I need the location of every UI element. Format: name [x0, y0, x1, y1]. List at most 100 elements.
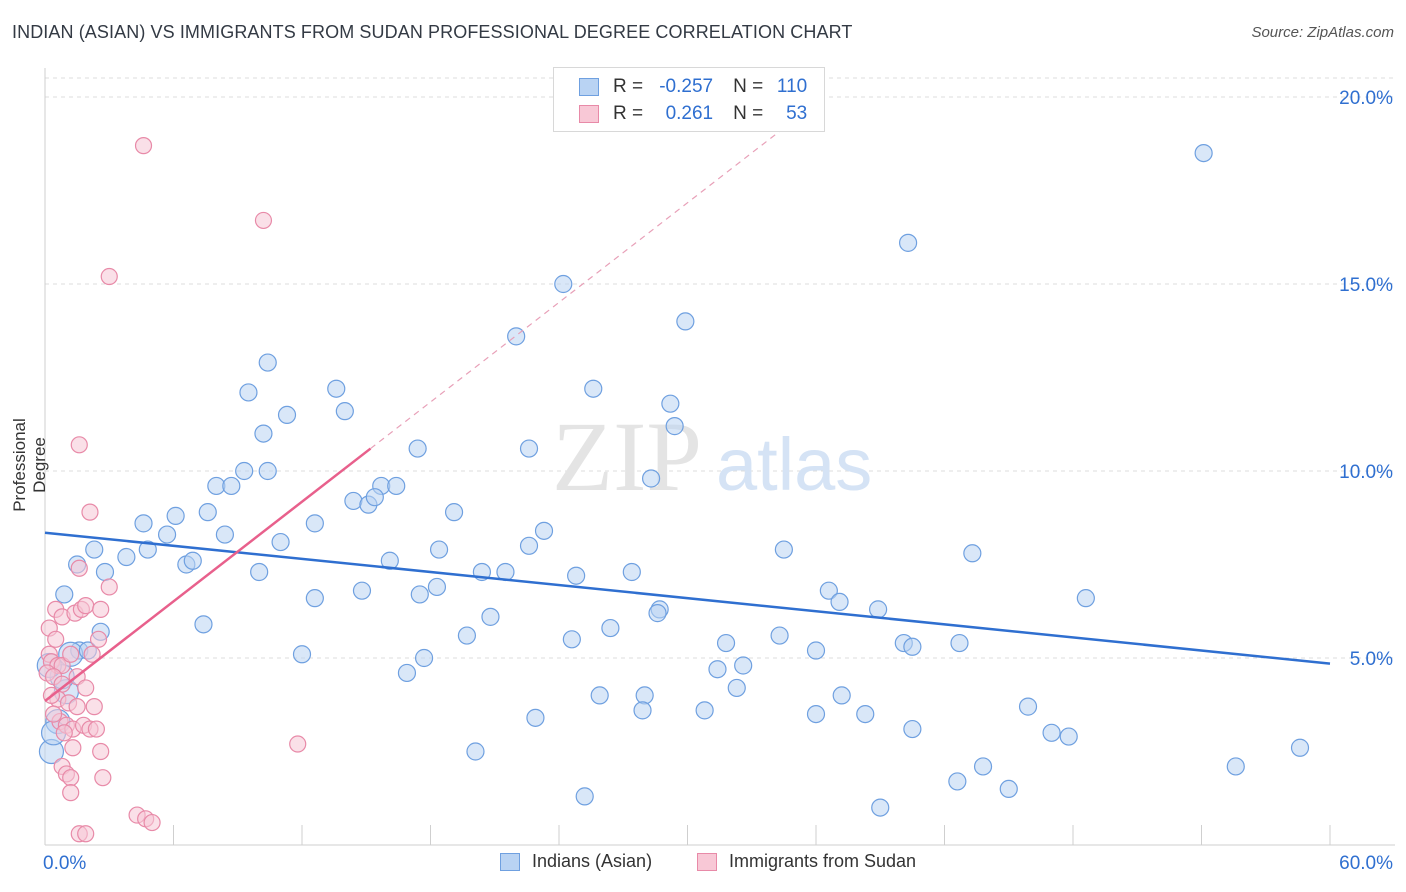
data-point	[665, 417, 684, 436]
data-point	[222, 476, 241, 496]
data-point	[676, 312, 695, 331]
data-point	[963, 544, 982, 563]
trend-line-pink	[44, 447, 372, 702]
data-point	[562, 630, 581, 649]
data-point	[83, 645, 101, 663]
y-axis-label: Professional Degree	[10, 418, 49, 512]
watermark: ZIP atlas	[552, 401, 872, 512]
data-point	[117, 547, 136, 567]
data-point	[95, 562, 115, 582]
data-point	[567, 566, 586, 585]
legend-item-sudan[interactable]: Immigrants from Sudan	[697, 851, 916, 872]
data-point	[410, 585, 429, 604]
data-point	[305, 514, 324, 533]
watermark-atlas: atlas	[716, 423, 872, 506]
source-label: Source: ZipAtlas.com	[1251, 24, 1394, 41]
legend-n-label: N =	[733, 103, 764, 124]
legend-n-label: N =	[733, 76, 764, 97]
trend-line-blue	[44, 531, 1331, 665]
data-point	[1226, 757, 1245, 776]
data-point	[138, 540, 157, 559]
data-point	[770, 626, 789, 645]
data-point	[81, 503, 99, 521]
data-point	[47, 630, 65, 648]
data-point	[708, 660, 727, 679]
y-tick-label: 10.0%	[1339, 462, 1393, 483]
data-point	[305, 589, 324, 608]
data-point	[427, 577, 447, 597]
x-tick-label: 0.0%	[43, 853, 86, 874]
legend-n-value: 110	[776, 76, 808, 97]
data-point	[258, 353, 277, 372]
data-point	[774, 540, 793, 559]
data-point	[277, 405, 297, 424]
data-point	[734, 656, 753, 675]
data-point	[903, 637, 922, 656]
data-point	[235, 461, 254, 481]
axes	[44, 68, 1395, 846]
y-tick-label: 5.0%	[1350, 649, 1393, 670]
data-point	[352, 581, 372, 600]
data-point	[55, 724, 73, 742]
data-point	[44, 705, 63, 723]
data-point	[1076, 589, 1095, 608]
data-point	[1042, 723, 1061, 742]
data-point	[526, 708, 545, 727]
legend-item-indians[interactable]: Indians (Asian)	[500, 851, 652, 872]
data-point	[1018, 697, 1038, 716]
data-point	[258, 461, 277, 481]
data-point	[622, 562, 641, 582]
legend-label-indians: Indians (Asian)	[532, 851, 653, 871]
y-tick-label: 15.0%	[1339, 275, 1393, 296]
data-point	[335, 402, 354, 421]
data-point	[481, 607, 500, 626]
data-point	[92, 742, 110, 761]
data-point	[903, 719, 922, 739]
grid-lines	[45, 77, 1395, 659]
data-point	[77, 597, 95, 615]
data-point	[100, 267, 118, 286]
data-point	[869, 600, 888, 619]
data-point	[89, 630, 108, 648]
data-point	[70, 436, 88, 454]
data-point	[387, 476, 406, 496]
data-point	[70, 559, 88, 577]
data-point	[948, 772, 967, 791]
legend-r-label: R =	[613, 76, 644, 97]
data-point	[166, 506, 185, 525]
data-point	[327, 379, 346, 398]
data-point	[62, 645, 80, 663]
series-indians-asian	[36, 144, 1310, 817]
data-point	[215, 525, 234, 544]
data-point	[534, 521, 554, 540]
data-point	[87, 720, 106, 738]
data-point	[94, 769, 112, 787]
data-point	[633, 701, 652, 720]
data-point	[143, 813, 161, 832]
data-point	[250, 562, 269, 582]
data-point	[198, 503, 217, 522]
data-point	[575, 787, 594, 806]
data-point	[716, 633, 736, 653]
watermark-zip: ZIP	[552, 401, 702, 512]
data-point	[77, 825, 95, 843]
data-point	[271, 532, 290, 552]
data-point	[856, 704, 875, 724]
data-point	[62, 784, 80, 802]
data-point	[648, 604, 667, 623]
data-point	[554, 274, 573, 294]
data-point	[819, 581, 838, 600]
data-point	[635, 686, 654, 705]
data-point	[999, 779, 1018, 799]
data-point	[590, 686, 609, 705]
y-tick-labels: 5.0% 10.0% 15.0% 20.0%	[1339, 88, 1393, 670]
data-point	[254, 424, 273, 443]
data-point	[950, 633, 969, 653]
data-point	[344, 491, 363, 511]
data-point	[64, 739, 82, 757]
x-tick-labels: 0.0% 60.0%	[43, 853, 1393, 874]
data-point	[973, 757, 993, 776]
data-point	[519, 536, 539, 555]
data-point	[806, 641, 826, 660]
data-point	[601, 618, 620, 638]
